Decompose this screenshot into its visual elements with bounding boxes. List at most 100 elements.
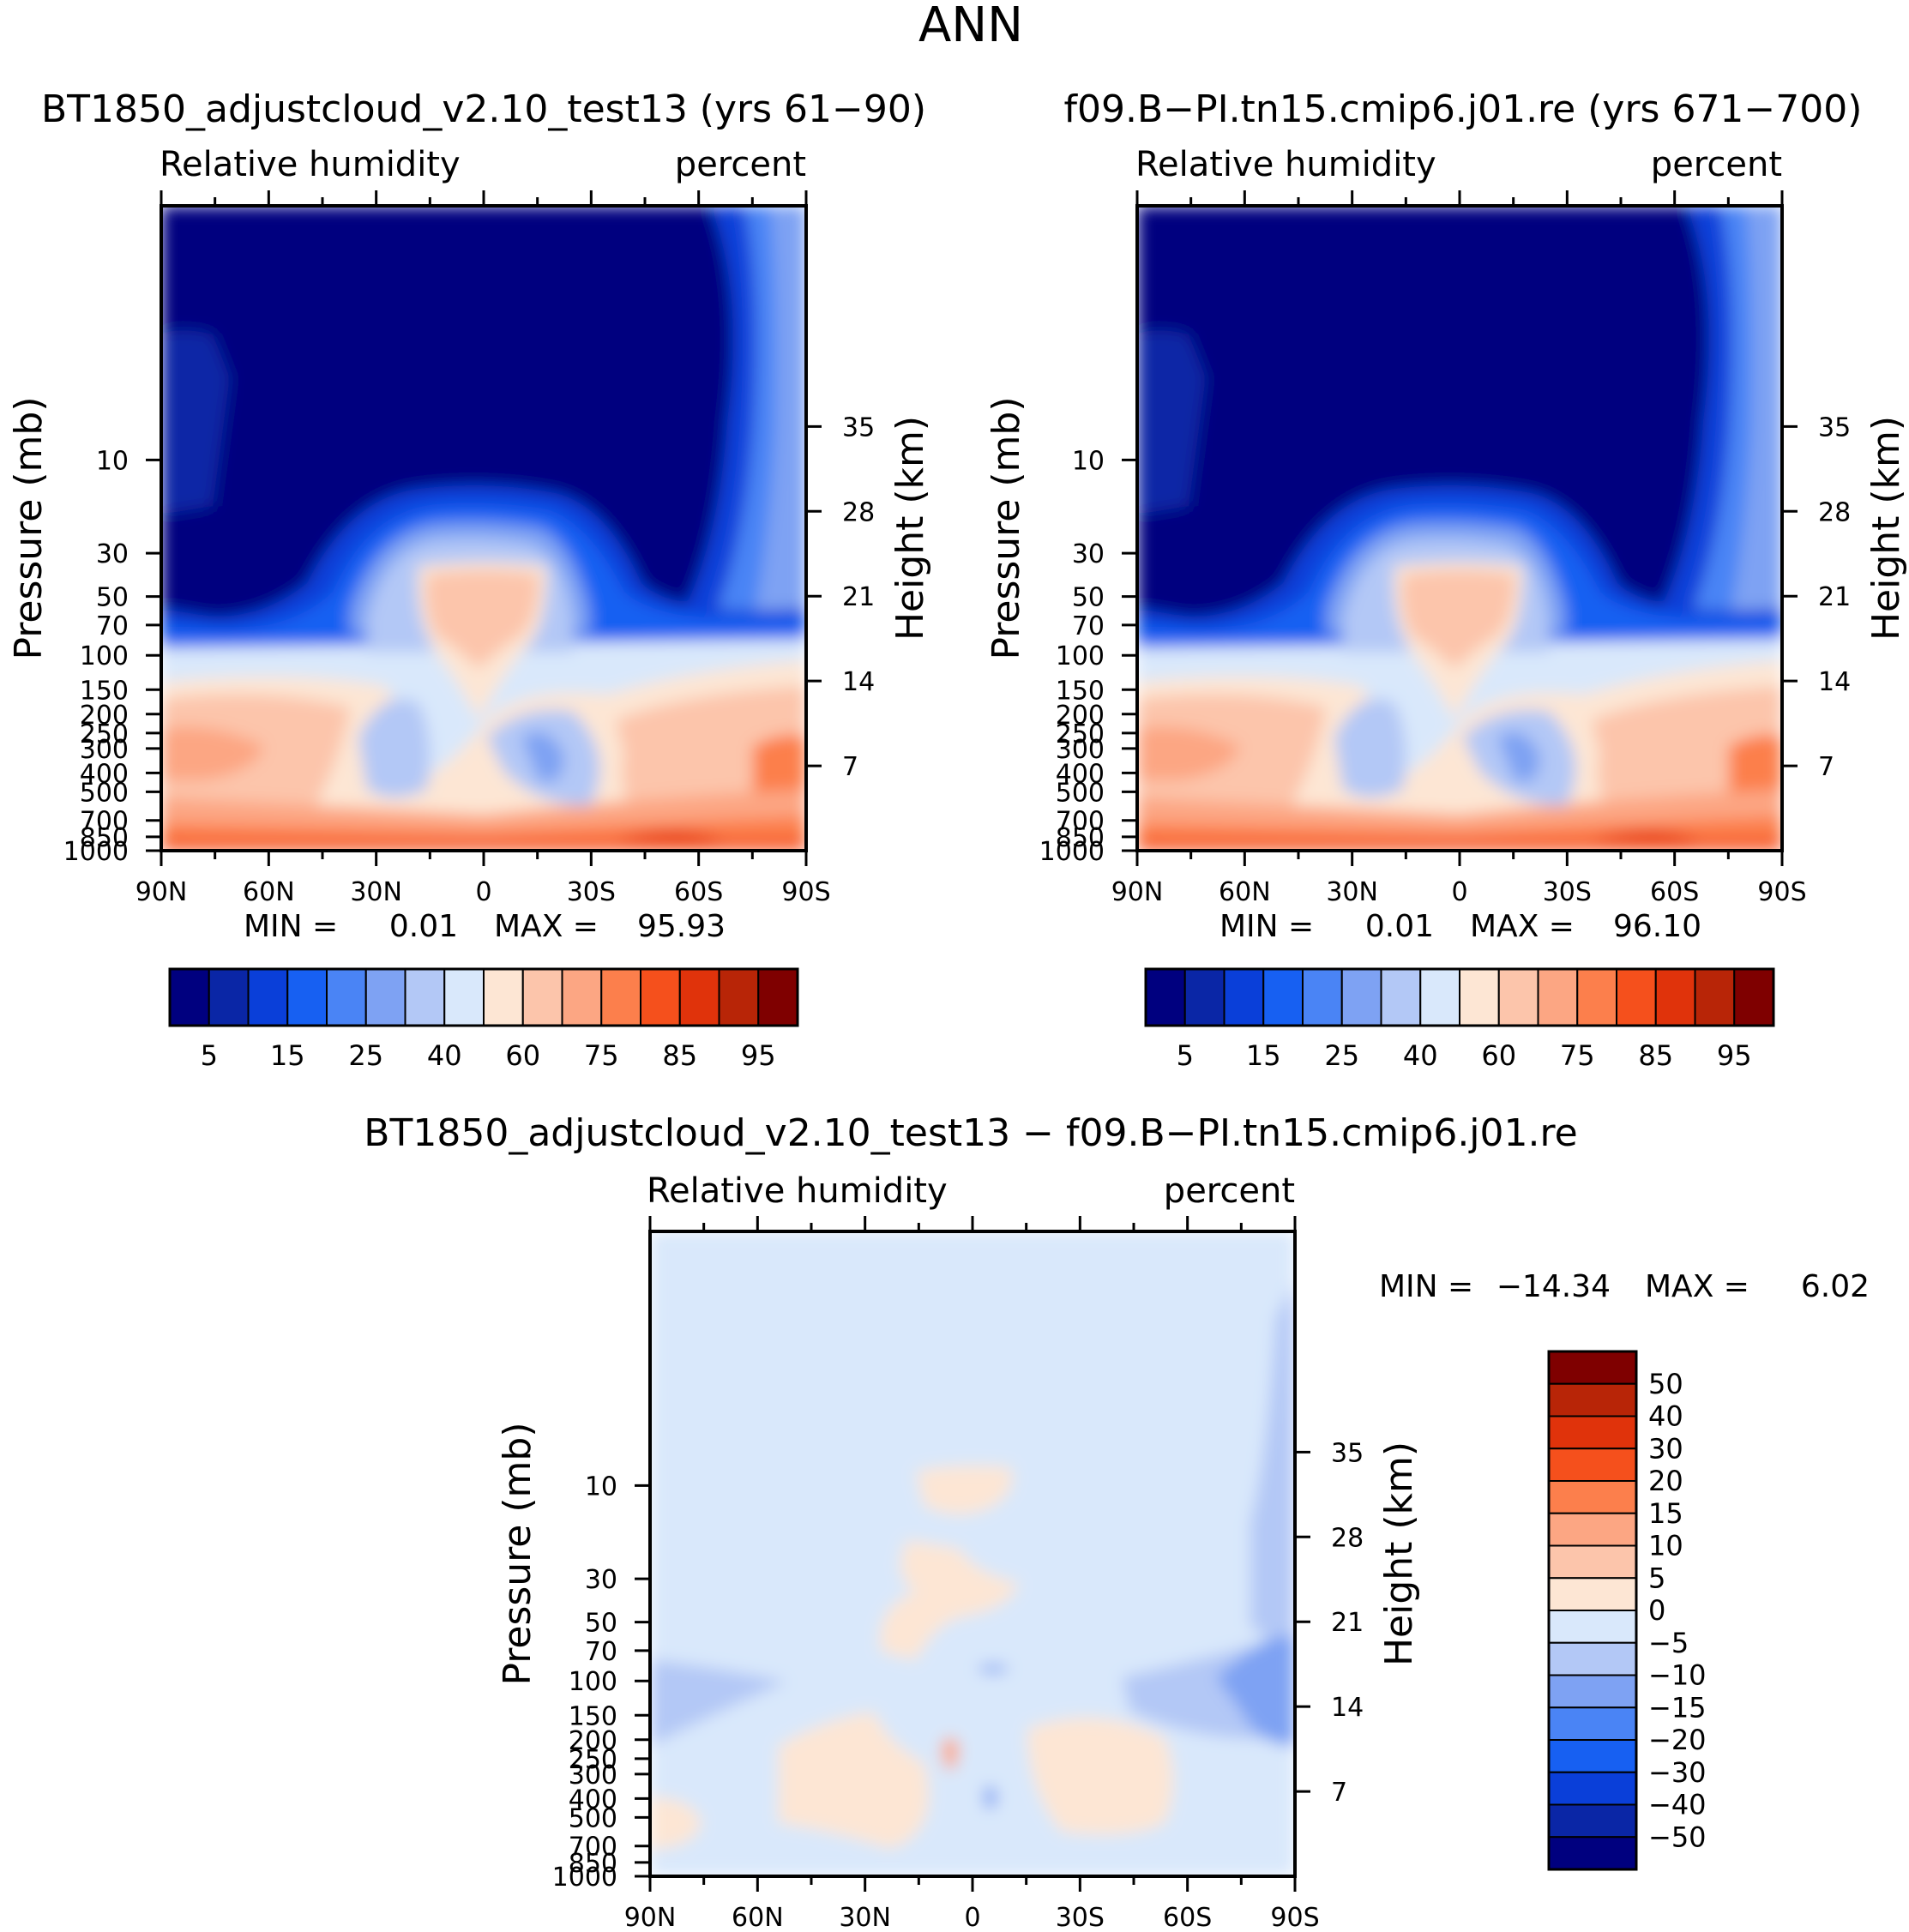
panel-3-y-right-tick-label: 14 (1331, 1693, 1364, 1723)
panel-3-min-label: MIN = (1379, 1269, 1473, 1304)
panel-3-y-tick-label: 100 (569, 1667, 617, 1697)
panel-2-y-right-tick-label: 7 (1818, 752, 1834, 782)
panel-2-colorbar-box (1537, 968, 1579, 1026)
panel-3-y-tick-label: 10 (585, 1472, 617, 1502)
panel-3-ylabel: Pressure (mb) (496, 1423, 539, 1686)
panel-1-colorbar-box (678, 968, 720, 1026)
panel-1-field (161, 206, 806, 851)
panel-2-colorbar-box (1380, 968, 1422, 1026)
panel-3-colorbar-label: 30 (1648, 1432, 1683, 1465)
panel-3-colorbar-box (1548, 1415, 1637, 1450)
panel-3-axes: 90N 60N 30N 0 30S 60S 90S103050701001502002503… (552, 1216, 1364, 1932)
panel-1-y-tick-label: 30 (96, 539, 129, 569)
panel-2-colorbar-box (1576, 968, 1617, 1026)
panel-2-colorbar-label: 40 (1403, 1039, 1438, 1072)
panel-3-colorbar-box (1548, 1544, 1637, 1580)
panel-2-colorbar-label: 15 (1246, 1039, 1281, 1072)
panel-3-x-tick-label: 90N (624, 1903, 677, 1932)
panel-2-y-tick-label: 700 (1056, 807, 1105, 837)
panel-2-ylabel: Pressure (mb) (985, 397, 1028, 660)
panel-2-y-right-tick-label: 35 (1818, 412, 1851, 442)
panel-2-colorbar-label: 75 (1560, 1039, 1595, 1072)
panel-2-y-right-tick-label: 28 (1818, 497, 1851, 527)
panel-2-y-tick-label: 400 (1056, 759, 1105, 789)
panel-3-colorbar-label: −50 (1648, 1821, 1707, 1853)
panel-3-colorbar-box (1548, 1382, 1637, 1417)
panel-2-y-right-tick-label: 21 (1818, 582, 1851, 612)
panel-3-colorbar-label: −15 (1648, 1691, 1707, 1724)
panel-2-max-label: MAX = (1470, 909, 1575, 944)
panel-1-colorbar-label: 5 (201, 1039, 218, 1072)
panel-3-colorbar-label: −20 (1648, 1724, 1707, 1756)
panel-3-field (650, 1231, 1295, 1876)
panel-1-colorbar-box (600, 968, 641, 1026)
panel-3-y-tick-label: 500 (569, 1803, 617, 1833)
panel-3-colorbar-label: −10 (1648, 1659, 1707, 1692)
panel-3-colorbar-box (1548, 1706, 1637, 1741)
panel-1-colorbar-label: 75 (584, 1039, 619, 1072)
panel-3-colorbar-frame (1547, 1350, 1638, 1871)
panel-1-x-tick-label: 90S (781, 877, 830, 907)
panel-2-y-tick-label: 250 (1056, 719, 1105, 749)
panel-1-colorbar-label: 25 (348, 1039, 383, 1072)
panel-3-x-tick-label: 30S (1056, 1903, 1105, 1932)
panel-2-colorbar-box (1616, 968, 1657, 1026)
panel-2-left-string: Relative humidity (1135, 145, 1436, 184)
panel-3-colorbar-label: 5 (1648, 1562, 1665, 1594)
panel-1-y-right-tick-label: 28 (842, 497, 875, 527)
panel-1-left-string: Relative humidity (160, 145, 461, 184)
panel-1-x-tick-label: 90N (135, 877, 188, 907)
panel-1-right-string: percent (675, 145, 806, 184)
panel-2-x-tick-label: 30S (1543, 877, 1592, 907)
panel-2-y-tick-label: 300 (1056, 735, 1105, 765)
panel-3-colorbar-box (1548, 1512, 1637, 1547)
panel-3-colorbar-box (1548, 1351, 1637, 1385)
panel-1-colorbar-label: 95 (741, 1039, 776, 1072)
panel-2-y-tick-label: 850 (1056, 823, 1105, 853)
panel-3-y-tick-label: 700 (569, 1833, 617, 1863)
panel-3-colorbar-box (1548, 1739, 1637, 1773)
panel-3-y-tick-label: 150 (569, 1701, 617, 1731)
panel-3-x-tick-label: 0 (964, 1903, 980, 1932)
panel-2-y-tick-label: 1000 (1039, 837, 1105, 867)
panel-2-colorbar-box (1302, 968, 1343, 1026)
panel-2-y-tick-label: 50 (1072, 583, 1105, 613)
panel-2-y-tick-label: 100 (1056, 641, 1105, 671)
panel-3: BT1850_adjustcloud_v2.10_test13 − f09.B−… (364, 1111, 1870, 1932)
panel-2-colorbar-box (1145, 968, 1186, 1026)
panel-3-min-value: −14.34 (1496, 1269, 1611, 1304)
panel-1-y-tick-label: 1000 (63, 837, 129, 867)
panel-1-y-tick-label: 50 (96, 583, 129, 613)
panel-3-colorbar-box (1548, 1447, 1637, 1482)
panel-2-title: f09.B−PI.tn15.cmip6.j01.re (yrs 671−700) (1064, 87, 1863, 131)
panel-3-title: BT1850_adjustcloud_v2.10_test13 − f09.B−… (364, 1111, 1577, 1155)
panel-3-colorbar-label: −40 (1648, 1789, 1707, 1821)
panel-2-max-value: 96.10 (1613, 909, 1701, 944)
panel-3-colorbar-label: −30 (1648, 1756, 1707, 1789)
panel-3-max-value: 6.02 (1801, 1269, 1870, 1304)
panel-3-y-tick-label: 250 (569, 1745, 617, 1775)
panel-2-colorbar-box (1262, 968, 1304, 1026)
panel-1-max-value: 95.93 (637, 909, 726, 944)
panel-3-colorbar-box (1548, 1577, 1637, 1611)
panel-1-colorbar-box (443, 968, 485, 1026)
panel-1-colorbar-label: 15 (270, 1039, 305, 1072)
panel-3-right-string: percent (1164, 1171, 1295, 1211)
panel-3-y-tick-label: 400 (569, 1785, 617, 1815)
panel-3-y-tick-label: 300 (569, 1760, 617, 1791)
panel-2-y-tick-label: 70 (1072, 611, 1105, 641)
panel-3-y-tick-label: 850 (569, 1849, 617, 1879)
panel-1-colorbar-box (718, 968, 760, 1026)
panel-1-x-tick-label: 30N (350, 877, 402, 907)
panel-1-ylabel: Pressure (mb) (7, 397, 51, 660)
panel-1-x-tick-label: 60N (243, 877, 295, 907)
panel-1-colorbar-box (483, 968, 524, 1026)
panel-3-y-tick-label: 1000 (552, 1863, 617, 1893)
panel-1-y-tick-label: 400 (80, 759, 129, 789)
panel-1-y-tick-label: 500 (80, 778, 129, 808)
panel-2-y-right-tick-label: 14 (1818, 667, 1851, 697)
panel-3-y-tick-label: 200 (569, 1726, 617, 1756)
panel-1-y-tick-label: 200 (80, 701, 129, 731)
panel-2-right-string: percent (1651, 145, 1782, 184)
panel-2-colorbar-box (1733, 968, 1774, 1026)
